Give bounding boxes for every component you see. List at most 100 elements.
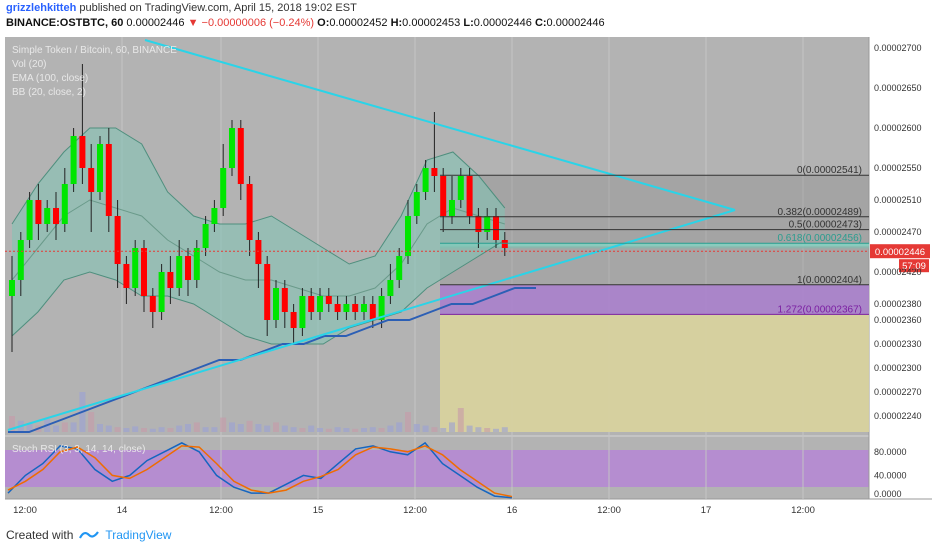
- tradingview-link[interactable]: TradingView: [105, 528, 172, 542]
- candle-up: [484, 216, 491, 232]
- volume-bar: [167, 428, 174, 432]
- fib-label: 0.382(0.00002489): [777, 207, 862, 218]
- time-tick-label: 12:00: [597, 505, 621, 516]
- high-value: 0.00002453: [402, 17, 461, 29]
- candle-up: [176, 256, 183, 288]
- stoch-rsi-lines: [7, 441, 513, 499]
- price-tick-label: 0.00002650: [874, 83, 922, 93]
- volume-bar: [158, 427, 165, 432]
- candle-down: [141, 248, 147, 296]
- high-label: H:: [390, 17, 403, 29]
- tradingview-logo-icon[interactable]: [79, 529, 100, 541]
- ohlc-header: BINANCE:OSTBTC, 60 0.00002446 ▼ −0.00000…: [6, 17, 605, 29]
- volume-bar: [211, 427, 218, 432]
- candle-up: [193, 248, 200, 280]
- legend-bb: BB (20, close, 2): [12, 87, 86, 98]
- candle-up: [299, 296, 306, 328]
- volume-bar: [141, 428, 147, 432]
- bb-lower-line: [11, 239, 506, 345]
- candle-down: [475, 216, 482, 232]
- price-tick-label: 0.00002510: [874, 195, 922, 205]
- descending-trendline: [144, 39, 736, 211]
- stoch-band: [5, 450, 869, 487]
- candle-up: [202, 224, 209, 248]
- fib-label: 0(0.00002541): [797, 165, 862, 176]
- time-axis-ticks: 12:00 14 12:00 15 12:00 16 12:00 17 12:00: [13, 505, 815, 516]
- candle-up: [61, 184, 68, 224]
- fib-zone-0618: [440, 243, 869, 249]
- candle-up: [317, 296, 323, 312]
- volume-bar: [449, 422, 455, 432]
- volume-bar: [26, 424, 33, 432]
- volume-bar: [176, 425, 183, 432]
- candle-up: [413, 192, 420, 216]
- volume-bar: [281, 425, 288, 432]
- candle-down: [334, 304, 341, 312]
- stoch-tick-label: 80.0000: [874, 447, 907, 457]
- fib-levels: 0(0.00002541) 0.382(0.00002489) 0.5(0.0000…: [440, 165, 869, 315]
- publish-text: published on TradingView.com, April 15, …: [79, 2, 357, 14]
- time-tick-label: 12:00: [791, 505, 815, 516]
- volume-bar: [405, 412, 411, 432]
- volume-bar: [149, 428, 156, 432]
- volume-bar: [114, 427, 121, 432]
- volume-bar: [299, 428, 306, 432]
- candle-down: [35, 200, 42, 224]
- time-tick-label: 14: [117, 505, 128, 516]
- volume-bar: [308, 425, 315, 432]
- author-name[interactable]: grizzlehkitteh: [6, 2, 77, 14]
- volume-bar: [229, 422, 235, 432]
- created-with-text: Created with: [6, 528, 74, 542]
- trendlines: [7, 39, 736, 431]
- price-tick-label: 0.00002700: [874, 43, 922, 53]
- candle-down: [185, 256, 191, 280]
- candle-down: [281, 288, 288, 312]
- volume-bar: [264, 425, 271, 432]
- candle-up: [158, 272, 165, 312]
- volume-bar: [431, 427, 438, 432]
- price-tick-label: 0.00002360: [874, 315, 922, 325]
- volume-bar: [378, 428, 385, 432]
- candle-down: [123, 264, 130, 288]
- open-label: O:: [317, 17, 330, 29]
- candle-up: [422, 168, 429, 192]
- open-value: 0.00002452: [329, 17, 388, 29]
- last-price-line: 0.00002446 57:09: [5, 244, 930, 273]
- ema-100-line: [8, 287, 536, 433]
- candle-down: [352, 304, 359, 312]
- candle-up: [343, 304, 350, 312]
- countdown-tag: [899, 259, 929, 273]
- volume-bar: [396, 422, 403, 432]
- candle-down: [431, 168, 438, 176]
- volume-bar: [317, 428, 323, 432]
- countdown-text: 57:09: [902, 261, 926, 272]
- volume-bar: [334, 427, 341, 432]
- stoch-k-line: [7, 441, 513, 499]
- price-tick-label: 0.00002550: [874, 163, 922, 173]
- candle-down: [290, 312, 297, 328]
- candle-up: [26, 200, 33, 240]
- candle-up: [449, 200, 455, 216]
- candle-down: [88, 168, 95, 192]
- price-change: ▼ −0.00000006 (−0.24%): [187, 17, 315, 29]
- candle-down: [264, 264, 271, 320]
- volume-bar: [422, 425, 429, 432]
- time-tick-label: 15: [313, 505, 324, 516]
- candle-up: [387, 280, 394, 296]
- candle-down: [369, 304, 376, 320]
- last-price: 0.00002446: [126, 17, 185, 29]
- candle-up: [17, 240, 24, 280]
- volume-bar: [457, 408, 464, 432]
- candle-down: [149, 296, 156, 312]
- volume-bar: [413, 424, 420, 432]
- legend-title: Simple Token / Bitcoin, 60, BINANCE: [12, 45, 177, 56]
- last-price-tag: [870, 244, 930, 259]
- candle-up: [220, 168, 227, 208]
- time-tick-label: 12:00: [209, 505, 233, 516]
- volume-bar: [343, 428, 350, 432]
- volume-bar: [70, 422, 77, 432]
- volume-bar: [466, 425, 473, 432]
- volume-bar: [493, 428, 499, 432]
- publish-info: grizzlehkitteh published on TradingView.…: [6, 2, 357, 14]
